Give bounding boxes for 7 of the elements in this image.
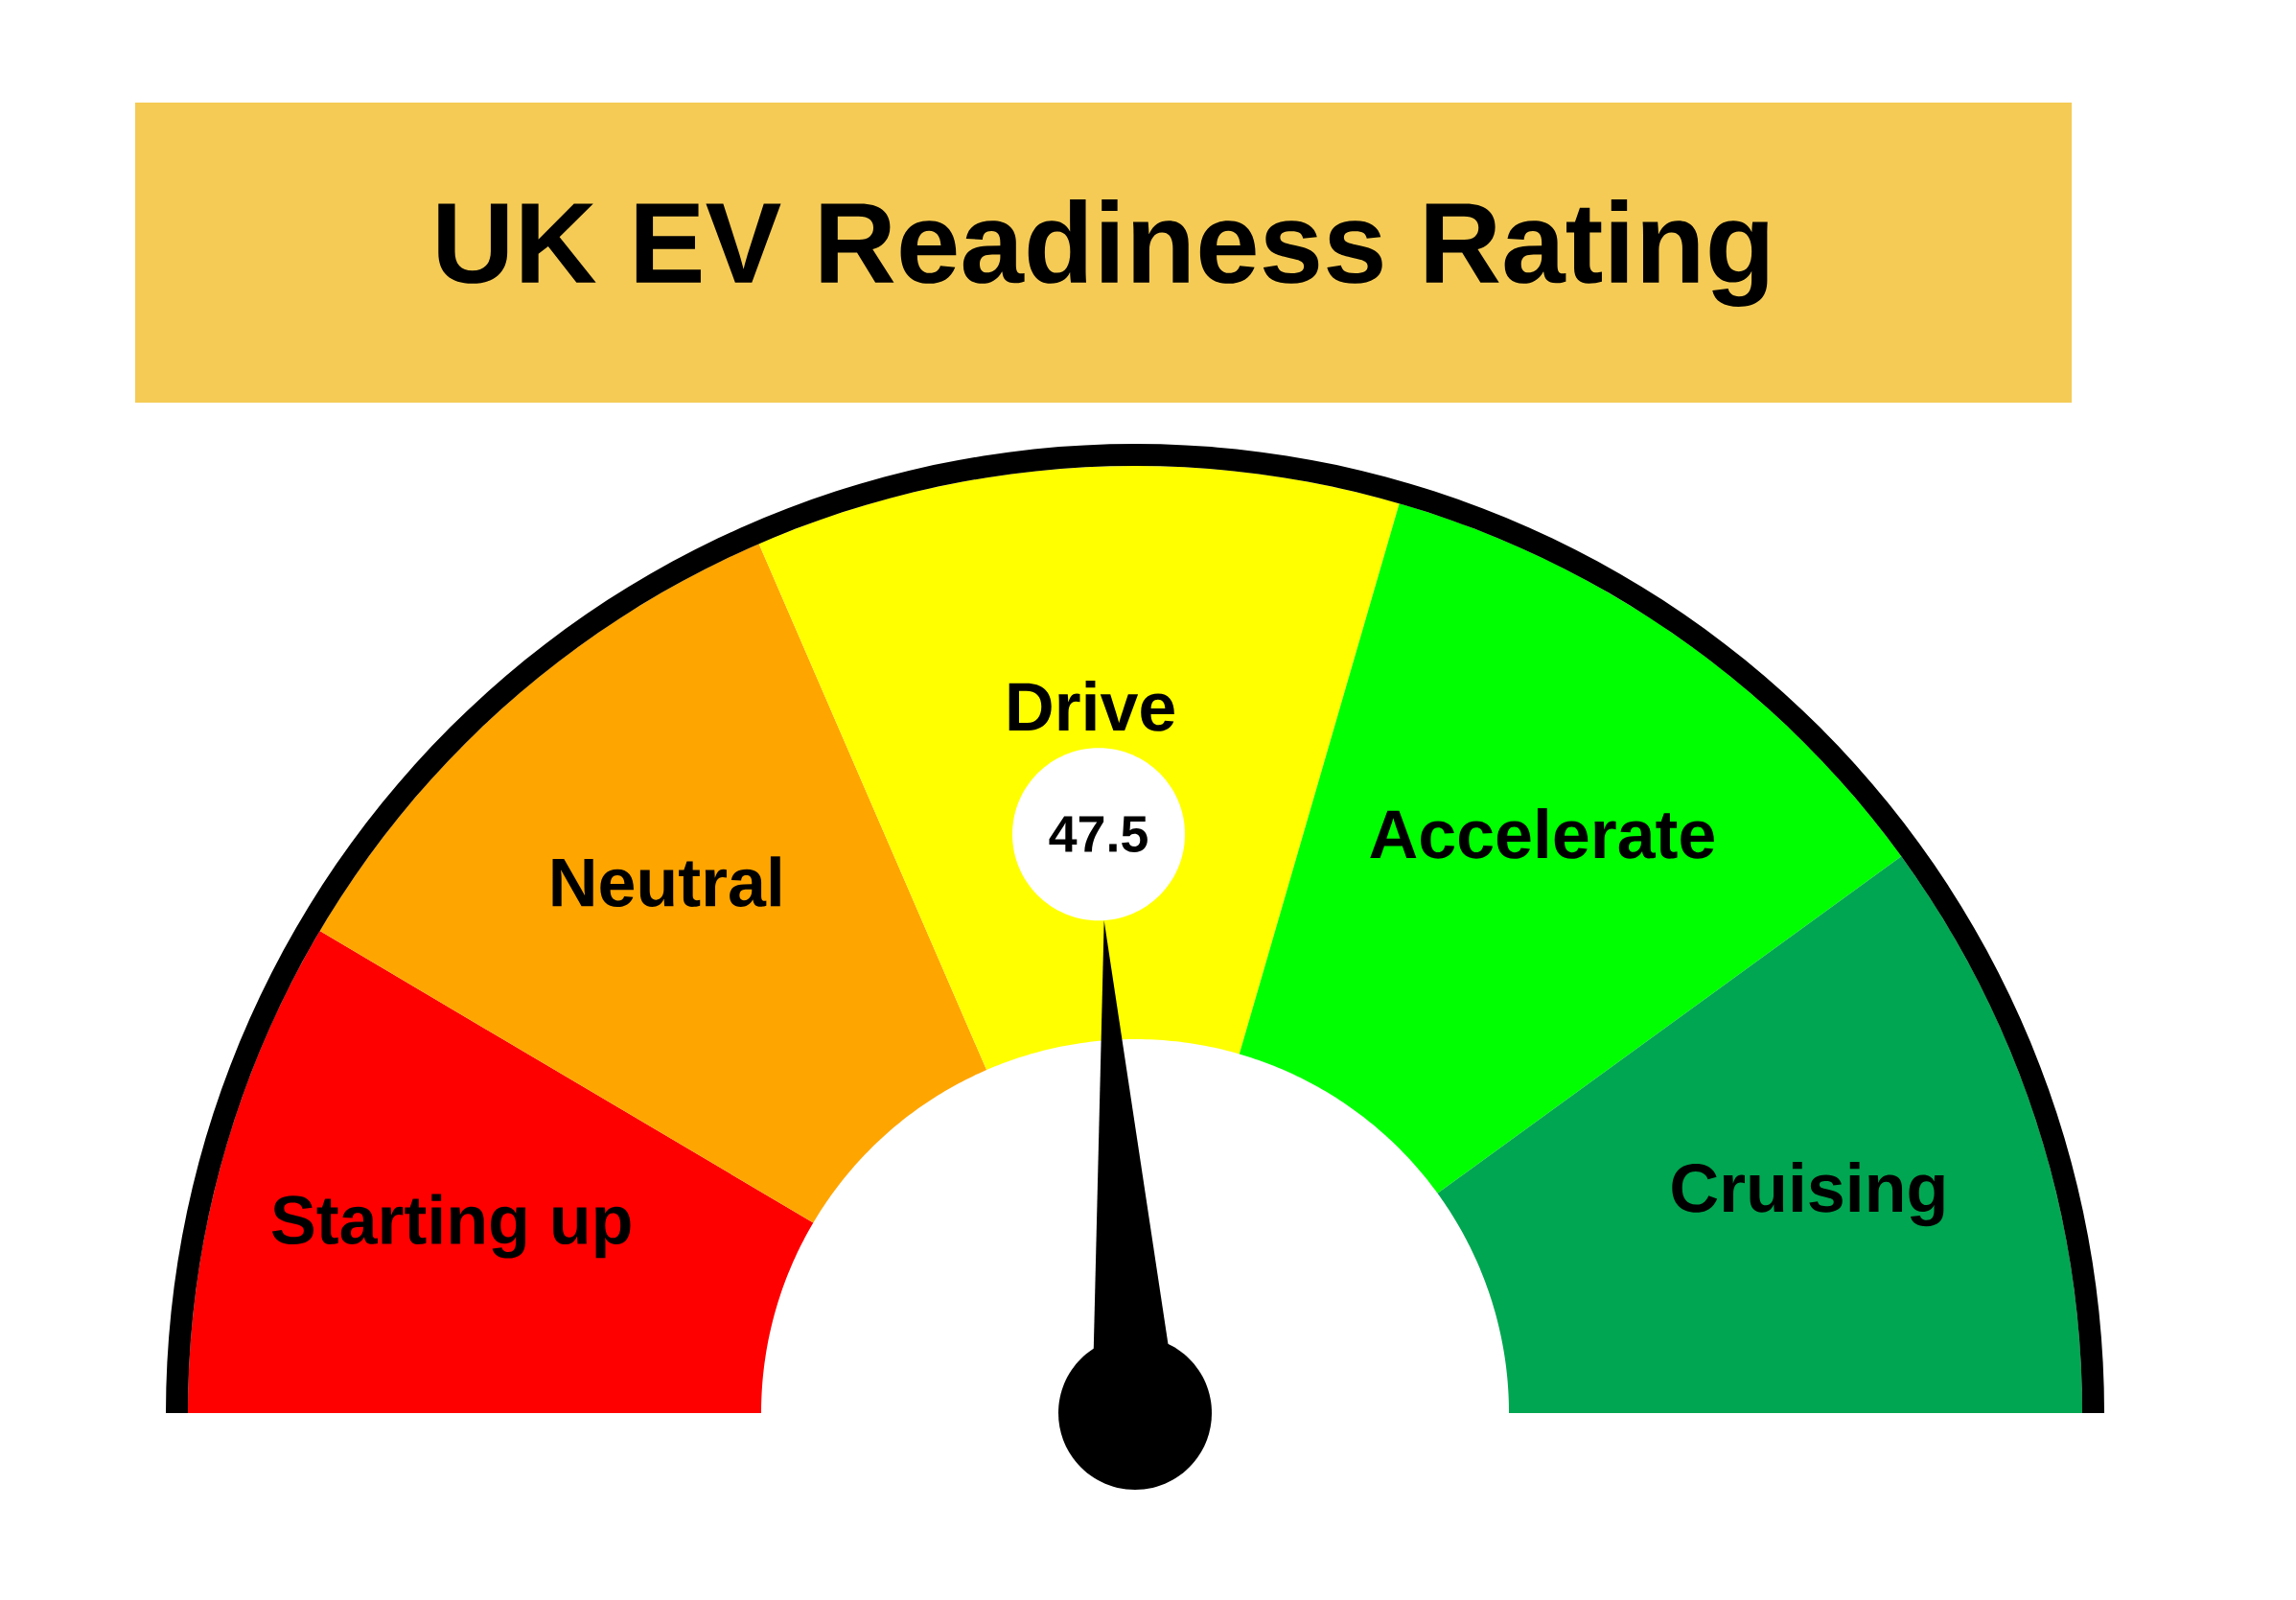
slice-label: Neutral <box>552 856 780 908</box>
slice-label: Accelerate <box>1370 808 1714 859</box>
chart-title: UK EV Readiness Rating <box>438 199 1768 307</box>
slice-label: Starting up <box>271 1194 631 1259</box>
slice-label: Drive <box>1009 681 1174 731</box>
slice-label: Cruising <box>1672 1162 1944 1227</box>
text: 47.5 <box>1049 816 1148 852</box>
